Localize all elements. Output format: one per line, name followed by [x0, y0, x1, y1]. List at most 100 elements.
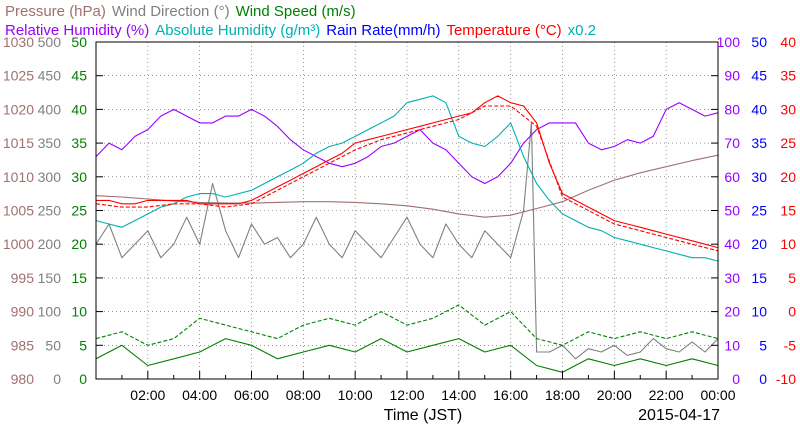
right-axis-relative-humidity-tick-60: 60 — [724, 169, 740, 185]
x-tick-label-16-00: 16:00 — [493, 387, 528, 403]
left-axis-wind-speed-m-s-tick-0: 0 — [79, 371, 87, 387]
left-axis-pressure-hpa-tick-1030: 1030 — [3, 34, 34, 50]
legend-entry-wind-direction: Wind Direction (°) — [112, 3, 230, 20]
right-axis-relative-humidity-tick-70: 70 — [724, 135, 740, 151]
right-axis-temperature-c-tick-10: -10 — [776, 371, 796, 387]
series-pressure-hpa — [95, 154, 719, 218]
right-axis-relative-humidity-tick-0: 0 — [732, 371, 740, 387]
right-axis-temperature-c-tick-25: 25 — [780, 135, 796, 151]
right-axis-temperature-c-tick-10: 10 — [780, 236, 796, 252]
left-axis-wind-speed-m-s-tick-40: 40 — [71, 101, 87, 117]
legend-entry-absolute-humidity-g-m: Absolute Humidity (g/m³) — [155, 22, 320, 39]
right-axis-temperature-c-tick-40: 40 — [780, 34, 796, 50]
legend-entry-relative-humidity: Relative Humidity (%) — [5, 22, 149, 39]
right-axis-temperature-c-tick-5: 5 — [788, 270, 796, 286]
right-axis-rain-rate-mm-h-tick-10: 10 — [751, 304, 767, 320]
right-axis-rain-rate-mm-h-tick-0: 0 — [759, 371, 767, 387]
x-tick-label-04-00: 04:00 — [182, 387, 217, 403]
left-axis-wind-direction-tick-50: 50 — [45, 337, 61, 353]
right-axis-relative-humidity-tick-40: 40 — [724, 236, 740, 252]
x-tick-label-06-00: 06:00 — [234, 387, 269, 403]
left-axis-wind-speed-m-s-tick-10: 10 — [71, 304, 87, 320]
series-group — [95, 95, 719, 373]
legend-entry-x0-2: x0.2 — [568, 22, 596, 39]
legend-entry-wind-speed-m-s: Wind Speed (m/s) — [236, 3, 356, 20]
x-tick-label-10-00: 10:00 — [338, 387, 373, 403]
left-axis-wind-direction-tick-300: 300 — [38, 169, 62, 185]
right-axis-rain-rate-mm-h-tick-35: 35 — [751, 135, 767, 151]
x-axis: 02:00 04:00 06:00 08:00 10:00 12:00 14:00 16:00… — [95, 371, 736, 403]
left-axis-pressure-hpa-tick-995: 995 — [11, 270, 35, 286]
x-tick-label-22-00: 22:00 — [649, 387, 684, 403]
x-tick-label-00-00: 00:00 — [700, 387, 735, 403]
left-axis-pressure-hpa-tick-1005: 1005 — [3, 203, 34, 219]
right-axis-relative-humidity-tick-80: 80 — [724, 101, 740, 117]
right-axis-temperature-c-tick-15: 15 — [780, 203, 796, 219]
left-axis-pressure-hpa-tick-1025: 1025 — [3, 68, 34, 84]
left-axis-wind-speed-m-s-tick-45: 45 — [71, 68, 87, 84]
date-label: 2015-04-17 — [638, 407, 720, 424]
x-tick-label-08-00: 08:00 — [286, 387, 321, 403]
x-tick-label-02-00: 02:00 — [130, 387, 165, 403]
right-axis-rain-rate-mm-h-tick-50: 50 — [751, 34, 767, 50]
left-axes: 9809859909951000100510101015102010251030… — [3, 34, 103, 387]
x-tick-label-12-00: 12:00 — [389, 387, 424, 403]
series-wind-speed-m-s — [95, 338, 719, 373]
legend-entry-temperature-c: Temperature (°C) — [446, 22, 561, 39]
right-axis-temperature-c-tick-20: 20 — [780, 169, 796, 185]
right-axis-rain-rate-mm-h-tick-25: 25 — [751, 203, 767, 219]
left-axis-wind-direction-tick-450: 450 — [38, 68, 62, 84]
left-axis-wind-direction-tick-250: 250 — [38, 203, 62, 219]
legend-entry-pressure-hpa: Pressure (hPa) — [5, 3, 106, 20]
x-tick-label-18-00: 18:00 — [545, 387, 580, 403]
right-axis-relative-humidity-tick-50: 50 — [724, 203, 740, 219]
left-axis-wind-direction-tick-500: 500 — [38, 34, 62, 50]
series-temperature-min-c — [95, 105, 719, 252]
right-axis-rain-rate-mm-h-tick-20: 20 — [751, 236, 767, 252]
x-tick-label-14-00: 14:00 — [441, 387, 476, 403]
left-axis-pressure-hpa-tick-985: 985 — [11, 337, 35, 353]
left-axis-wind-direction-tick-150: 150 — [38, 270, 62, 286]
grid-lines — [96, 42, 718, 379]
left-axis-wind-direction-tick-100: 100 — [38, 304, 62, 320]
left-axis-pressure-hpa-tick-1010: 1010 — [3, 169, 34, 185]
left-axis-wind-speed-m-s-tick-35: 35 — [71, 135, 87, 151]
legend-row-2: Relative Humidity (%) Absolute Humidity (… — [5, 22, 596, 39]
right-axis-rain-rate-mm-h-tick-30: 30 — [751, 169, 767, 185]
right-axes: 0102030405060708090100051015202530354045… — [711, 34, 796, 387]
left-axis-wind-direction-tick-350: 350 — [38, 135, 62, 151]
left-axis-wind-direction-tick-0: 0 — [53, 371, 61, 387]
right-axis-relative-humidity-tick-100: 100 — [717, 34, 741, 50]
series-relative-humidity — [95, 102, 719, 185]
right-axis-rain-rate-mm-h-tick-40: 40 — [751, 101, 767, 117]
left-axis-wind-speed-m-s-tick-5: 5 — [79, 337, 87, 353]
right-axis-rain-rate-mm-h-tick-45: 45 — [751, 68, 767, 84]
right-axis-relative-humidity-tick-30: 30 — [724, 270, 740, 286]
legend-row-1: Pressure (hPa) Wind Direction (°) Wind Spe… — [5, 3, 356, 20]
left-axis-wind-speed-m-s-tick-20: 20 — [71, 236, 87, 252]
right-axis-rain-rate-mm-h-tick-5: 5 — [759, 337, 767, 353]
left-axis-wind-direction-tick-200: 200 — [38, 236, 62, 252]
left-axis-pressure-hpa-tick-1000: 1000 — [3, 236, 34, 252]
right-axis-temperature-c-tick-5: -5 — [784, 337, 797, 353]
left-axis-wind-speed-m-s-tick-50: 50 — [71, 34, 87, 50]
legend-entry-rain-rate-mm-h: Rain Rate(mm/h) — [326, 22, 440, 39]
left-axis-wind-speed-m-s-tick-15: 15 — [71, 270, 87, 286]
x-tick-label-20-00: 20:00 — [597, 387, 632, 403]
left-axis-pressure-hpa-tick-990: 990 — [11, 304, 35, 320]
right-axis-relative-humidity-tick-10: 10 — [724, 337, 740, 353]
series-wind-speed-gust-m-s — [95, 304, 719, 346]
right-axis-temperature-c-tick-35: 35 — [780, 68, 796, 84]
left-axis-wind-direction-tick-400: 400 — [38, 101, 62, 117]
series-absolute-humidity-g-m — [95, 95, 719, 262]
right-axis-relative-humidity-tick-20: 20 — [724, 304, 740, 320]
left-axis-pressure-hpa-tick-1015: 1015 — [3, 135, 34, 151]
right-axis-rain-rate-mm-h-tick-15: 15 — [751, 270, 767, 286]
left-axis-wind-speed-m-s-tick-30: 30 — [71, 169, 87, 185]
x-axis-label: Time (JST) — [384, 407, 463, 424]
left-axis-wind-speed-m-s-tick-25: 25 — [71, 203, 87, 219]
legend: Pressure (hPa) Wind Direction (°) Wind Spe… — [5, 3, 596, 39]
left-axis-pressure-hpa-tick-1020: 1020 — [3, 101, 34, 117]
